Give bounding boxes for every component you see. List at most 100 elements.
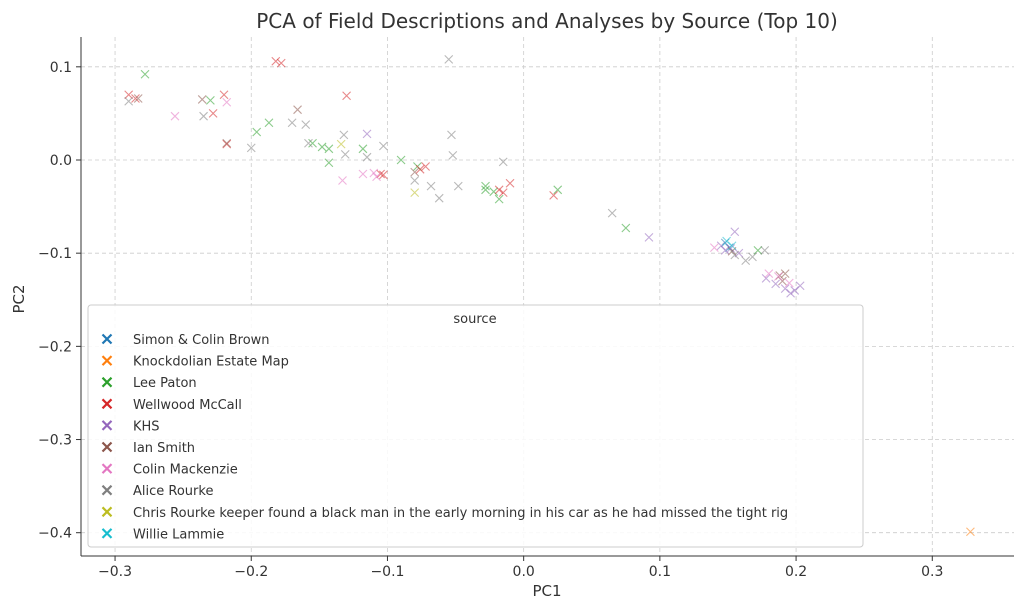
data-point xyxy=(276,58,286,68)
data-point xyxy=(304,138,313,148)
legend-label: Ian Smith xyxy=(133,441,195,456)
data-point xyxy=(481,181,490,191)
data-point xyxy=(786,288,796,298)
series-points xyxy=(124,54,770,266)
data-point xyxy=(730,227,740,237)
legend-label: Willie Lammie xyxy=(133,527,224,542)
legend-marker xyxy=(101,506,113,518)
legend-marker xyxy=(101,528,113,539)
x-tick-label: 0.0 xyxy=(513,564,535,580)
legend-label: Knockdolian Estate Map xyxy=(133,355,289,370)
data-point xyxy=(342,91,351,101)
chart-title: PCA of Field Descriptions and Analyses b… xyxy=(256,9,838,33)
legend-marker xyxy=(101,441,113,453)
data-point xyxy=(170,111,180,121)
data-point xyxy=(208,109,218,118)
data-point xyxy=(140,69,150,79)
data-point xyxy=(748,252,757,262)
data-point xyxy=(324,158,334,168)
legend-label: Lee Paton xyxy=(133,376,197,391)
x-tick-label: −0.2 xyxy=(234,564,268,580)
data-point xyxy=(133,94,143,103)
data-point xyxy=(553,185,563,195)
data-point xyxy=(795,281,805,291)
data-point xyxy=(498,188,508,197)
legend-marker xyxy=(101,355,113,366)
data-point xyxy=(252,127,262,137)
data-point xyxy=(726,244,736,253)
series-points xyxy=(722,236,737,251)
data-point xyxy=(505,178,515,188)
data-point xyxy=(362,152,372,162)
data-point xyxy=(324,144,334,154)
y-tick-label: −0.4 xyxy=(38,526,72,542)
y-tick-label: −0.2 xyxy=(38,339,72,355)
data-point xyxy=(340,150,350,159)
data-point xyxy=(338,176,347,185)
data-point xyxy=(453,181,463,191)
x-tick-label: 0.1 xyxy=(649,564,671,580)
data-point xyxy=(396,155,406,165)
data-point xyxy=(358,169,368,179)
legend-label: Simon & Colin Brown xyxy=(133,333,270,348)
data-point xyxy=(784,278,794,288)
legend-label: Wellwood McCall xyxy=(133,398,242,413)
data-point xyxy=(494,185,504,195)
data-point xyxy=(966,527,975,537)
data-point xyxy=(199,111,208,121)
data-point xyxy=(222,138,232,148)
legend-label: KHS xyxy=(133,419,160,434)
data-point xyxy=(222,139,232,149)
legend-marker xyxy=(101,333,113,345)
data-point xyxy=(722,236,731,246)
data-point xyxy=(271,56,281,66)
data-point xyxy=(287,118,297,128)
data-point xyxy=(378,141,388,151)
series-points xyxy=(966,527,975,537)
data-point xyxy=(771,279,781,289)
data-point xyxy=(124,90,134,100)
data-point xyxy=(773,272,783,281)
x-axis-label: PC1 xyxy=(532,582,561,600)
data-point xyxy=(644,232,654,242)
data-points xyxy=(124,54,975,537)
legend-marker xyxy=(101,463,113,474)
data-point xyxy=(246,143,256,153)
data-point xyxy=(481,185,490,195)
y-axis-label: PC2 xyxy=(10,284,28,313)
y-tick-label: −0.1 xyxy=(38,246,72,262)
data-point xyxy=(434,193,444,203)
legend-label: Chris Rourke keeper found a black man in… xyxy=(133,506,788,521)
data-point xyxy=(780,284,790,293)
x-tick-label: 0.3 xyxy=(921,564,943,580)
data-point xyxy=(264,118,274,128)
data-point xyxy=(124,96,134,106)
series-points xyxy=(140,69,763,255)
data-point xyxy=(206,95,215,105)
data-point xyxy=(489,187,499,197)
legend-title: source xyxy=(453,312,496,327)
data-point xyxy=(415,164,425,174)
axes: −0.3 −0.2 −0.1 0.0 0.1 0.2 0.3 0.1 0.0 −0.1 −0.2 −0… xyxy=(38,37,1014,580)
data-point xyxy=(741,256,751,266)
data-point xyxy=(494,194,504,204)
y-tick-label: −0.3 xyxy=(38,433,72,449)
legend-box xyxy=(87,304,864,548)
data-point xyxy=(448,150,458,160)
y-tick-label: 0.1 xyxy=(50,60,72,76)
data-point xyxy=(339,130,349,140)
data-point xyxy=(709,243,719,252)
series-points xyxy=(336,139,420,197)
data-point xyxy=(549,191,559,200)
data-point xyxy=(131,94,140,103)
series-points xyxy=(124,56,559,200)
legend-items: Simon & Colin Brown Knockdolian Estate Ma… xyxy=(101,333,788,542)
data-point xyxy=(317,142,327,152)
data-point xyxy=(730,250,740,260)
series-points xyxy=(170,97,794,288)
data-point xyxy=(753,245,763,255)
data-point xyxy=(362,129,372,139)
legend-marker xyxy=(101,398,113,410)
legend-label: Alice Rourke xyxy=(133,484,213,499)
